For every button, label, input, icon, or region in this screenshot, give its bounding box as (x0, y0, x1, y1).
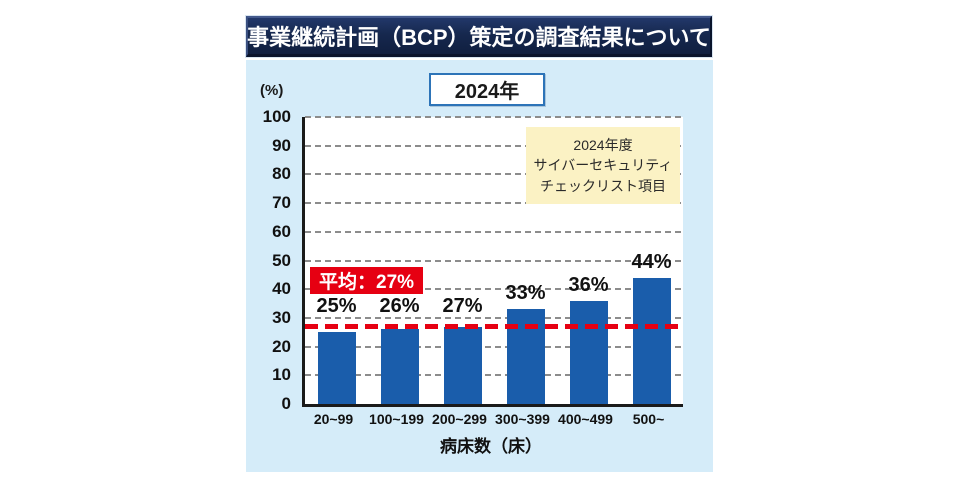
chart-panel: (%) 2024年 0 10 20 30 40 50 60 70 80 90 100 平均：27% … (246, 60, 713, 472)
x-tick-label: 20~99 (313, 411, 354, 427)
gridline (305, 345, 683, 348)
gridline (305, 259, 683, 262)
x-tick-label: 400~499 (558, 411, 613, 427)
y-axis-labels: 0 10 20 30 40 50 60 70 80 90 100 (246, 107, 296, 413)
average-label-box: 平均：27% (310, 266, 424, 294)
gridline (305, 288, 683, 291)
y-tick-label: 70 (272, 193, 291, 213)
y-tick-label: 90 (272, 135, 291, 155)
bar-100~199 (380, 329, 419, 404)
bar-value-label: 36% (568, 273, 609, 296)
chart-title-bar: 事業継続計画（BCP）策定の調査結果について (246, 16, 712, 57)
y-tick-label: 60 (272, 221, 291, 241)
average-label: 平均：27% (319, 271, 415, 293)
gridline (305, 116, 683, 118)
y-tick-label: 50 (272, 250, 291, 270)
x-axis-title: 病床数（床） (440, 437, 542, 456)
x-tick-label: 200~299 (432, 411, 487, 427)
y-tick-label: 80 (272, 164, 291, 184)
bar-20~99 (317, 332, 356, 404)
y-tick-label: 30 (272, 307, 291, 327)
x-axis-labels: 20~99 100~199 200~299 300~399 400~499 500~ (302, 411, 680, 429)
plot-area: 平均：27% 2024年度 サイバーセキュリティ チェックリスト項目 25% 26… (302, 116, 683, 407)
gridline (305, 144, 683, 147)
year-label-box: 2024年 (429, 73, 545, 106)
x-tick-label: 100~199 (369, 411, 424, 427)
bar-value-label: 44% (631, 250, 672, 273)
y-tick-label: 100 (262, 107, 291, 126)
bar-value-label: 27% (442, 295, 483, 318)
x-tick-label: 500~ (632, 411, 665, 427)
y-tick-label: 20 (272, 336, 291, 356)
gridline (305, 230, 683, 233)
y-tick-label: 10 (272, 365, 291, 385)
average-line (305, 324, 680, 330)
y-tick-label: 0 (281, 394, 291, 413)
year-label: 2024年 (454, 81, 520, 103)
annotation-box: 2024年度 サイバーセキュリティ チェックリスト項目 (526, 127, 680, 204)
x-tick-label: 300~399 (495, 411, 550, 427)
bar-200~299 (443, 326, 482, 404)
annotation-line-1: 2024年度 (573, 137, 633, 153)
gridline (305, 173, 683, 176)
gridline (305, 374, 683, 377)
y-axis-unit-label: (%) (260, 82, 284, 99)
chart-title: 事業継続計画（BCP）策定の調査結果について (247, 25, 711, 50)
bar-value-label: 25% (316, 295, 357, 318)
gridline (305, 202, 683, 205)
bar-500~ (632, 277, 671, 404)
bar-400~499 (569, 300, 608, 404)
y-tick-label: 40 (272, 279, 291, 299)
bar-value-label: 33% (505, 282, 546, 305)
annotation-line-2: サイバーセキュリティ (533, 157, 673, 174)
annotation-line-3: チェックリスト項目 (540, 177, 666, 194)
bar-value-label: 26% (379, 295, 420, 318)
gridline (305, 316, 683, 319)
